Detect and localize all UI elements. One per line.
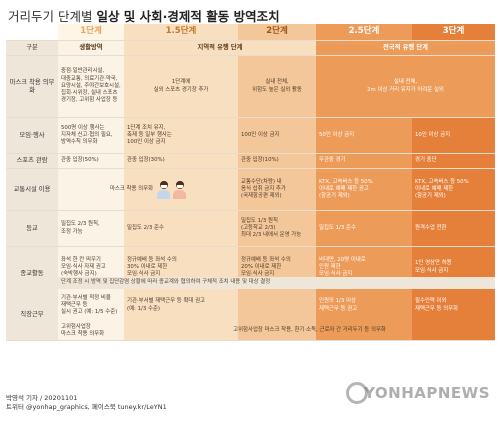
yonhap-logo-icon bbox=[346, 382, 368, 404]
school-level-1: 밀집도 2/3 원칙, 조정 가능 bbox=[58, 211, 124, 246]
sports-level-3: 경기 중단 bbox=[412, 154, 495, 168]
phase-regional: 지역적 유행 단계 bbox=[124, 41, 316, 55]
mask-level-2-5-3: 실내 전체, 2m 이상 거리 유지가 어려운 실외 bbox=[316, 56, 495, 117]
masked-people-illustration bbox=[157, 180, 187, 199]
watermark: YONHAPNEWS bbox=[364, 384, 490, 402]
person-icon bbox=[157, 180, 171, 199]
footer: 박영석 기자 / 20201101 트위터 @yonhap_graphics, … bbox=[6, 394, 167, 413]
transport-mask-mandate: 마스크 착용 의무화 bbox=[109, 185, 154, 192]
work-cells: 기관·부서별 적정 비율 재택근무 등 실시 권고 (예: 1/5 수준) 기관… bbox=[58, 289, 495, 340]
row-label-transport: 교통시설 이용 bbox=[6, 169, 58, 210]
religion-note-row: 단계 조정 시 방역 및 집단감염 상황에 따라 종교계와 협의하여 구체적 조… bbox=[58, 277, 495, 289]
gathering-level-1-5: 1단계 조치 유지, 축제 등 일부 행사는 100인 이상 금지 bbox=[124, 118, 238, 153]
work-highrisk-level-1: 고위험사업장 마스크 착용 의무화 bbox=[58, 322, 124, 340]
level-header-row: 1단계 1.5단계 2단계 2.5단계 3단계 bbox=[6, 24, 495, 41]
row-mask: 마스크 착용 의무화 중점·일반관리시설, 대중교통, 의료기관·약국, 요양시… bbox=[6, 56, 495, 118]
transport-level-2-5: KTX, 고속버스 등 50% 이내로 예매 제한 권고 (항공기 제외) bbox=[316, 169, 412, 210]
row-label-mask: 마스크 착용 의무화 bbox=[6, 56, 58, 117]
school-level-3: 원격수업 전환 bbox=[412, 211, 495, 246]
phase-row: 구분 생활방역 지역적 유행 단계 전국적 유행 단계 bbox=[6, 41, 495, 56]
row-transport: 교통시설 이용 마스크 착용 의무화 교통수단(차량) 내 음식 섭취 금지 추… bbox=[6, 169, 495, 211]
measures-table: 1단계 1.5단계 2단계 2.5단계 3단계 구분 생활방역 지역적 유행 단… bbox=[6, 24, 495, 341]
transport-level-3: KTX, 고속버스 등 50% 이내로 예매 제한 (항공기 제외) bbox=[412, 169, 495, 210]
gathering-level-2: 100인 이상 금지 bbox=[238, 118, 316, 153]
title-light: 거리두기 단계별 bbox=[8, 9, 97, 24]
mask-level-1: 중점·일반관리시설, 대중교통, 의료기관·약국, 요양시설, 주야간보호시설,… bbox=[58, 56, 124, 117]
phase-daily-prevention: 생활방역 bbox=[58, 41, 124, 55]
row-label-sports: 스포츠 관람 bbox=[6, 154, 58, 168]
title-bold: 일상 및 사회·경제적 활동 방역조치 bbox=[96, 9, 280, 24]
mask-level-1-5: 1단계에 실외 스포츠 경기장 추가 bbox=[124, 56, 238, 117]
level-2-5-header: 2.5단계 bbox=[316, 24, 412, 40]
sports-level-1-5: 관중 입장(30%) bbox=[124, 154, 238, 168]
phase-national: 전국적 유행 단계 bbox=[316, 41, 495, 55]
work-level-1-5-2: 기관·부서별 재택근무 등 확대 권고 (예: 1/3 수준) bbox=[124, 289, 316, 322]
school-level-1-5: 밀집도 2/3 준수 bbox=[124, 211, 238, 246]
transport-level-2: 교통수단(차량) 내 음식 섭취 금지 추가 (국제항공편 제외) bbox=[238, 169, 316, 210]
gathering-level-1: 500명 이상 행사는 지자체 신고·협의 필요, 방역수칙 의무화 bbox=[58, 118, 124, 153]
level-1-header: 1단계 bbox=[58, 24, 124, 40]
work-highrisk-level-1-5-3: 고위험사업장 마스크 착용, 환기·소독, 근로자 간 거리두기 등 의무화 bbox=[124, 322, 495, 340]
header-spacer bbox=[6, 24, 58, 40]
mask-level-2: 실내 전체, 위험도 높은 실외 활동 bbox=[238, 56, 316, 117]
work-level-3: 필수인력 이외 재택근무 등 의무화 bbox=[412, 289, 495, 322]
footer-social: 트위터 @yonhap_graphics, 페이스북 tuney.kr/LeYN… bbox=[6, 403, 167, 412]
work-level-2-5: 인원의 1/3 이상 재택근무 등 권고 bbox=[316, 289, 412, 322]
work-level-1: 기관·부서별 적정 비율 재택근무 등 실시 권고 (예: 1/5 수준) bbox=[58, 289, 124, 322]
school-level-2: 밀집도 1/3 원칙 (고등학교 2/3) 최대 2/3 내에서 운영 가능 bbox=[238, 211, 316, 246]
row-school: 등교 밀집도 2/3 원칙, 조정 가능 밀집도 2/3 준수 밀집도 1/3 … bbox=[6, 211, 495, 247]
sports-level-1: 관중 입장(50%) bbox=[58, 154, 124, 168]
sports-level-2: 관중 입장(10%) bbox=[238, 154, 316, 168]
row-label-school: 등교 bbox=[6, 211, 58, 246]
gathering-level-2-5: 50인 이상 금지 bbox=[316, 118, 412, 153]
page-title: 거리두기 단계별 일상 및 사회·경제적 활동 방역조치 bbox=[8, 6, 280, 25]
school-level-2-5: 밀집도 1/3 준수 bbox=[316, 211, 412, 246]
transport-level-1-1-5: 마스크 착용 의무화 bbox=[58, 169, 238, 210]
level-1-5-header: 1.5단계 bbox=[124, 24, 238, 40]
person-icon bbox=[173, 180, 187, 199]
row-work: 직장근무 기관·부서별 적정 비율 재택근무 등 실시 권고 (예: 1/5 수… bbox=[6, 289, 495, 341]
level-2-header: 2단계 bbox=[238, 24, 316, 40]
work-remote-row: 기관·부서별 적정 비율 재택근무 등 실시 권고 (예: 1/5 수준) 기관… bbox=[58, 289, 495, 322]
row-gathering: 모임·행사 500명 이상 행사는 지자체 신고·협의 필요, 방역수칙 의무화… bbox=[6, 118, 495, 154]
row-sports: 스포츠 관람 관중 입장(50%) 관중 입장(30%) 관중 입장(10%) … bbox=[6, 154, 495, 169]
sports-level-2-5: 무관중 경기 bbox=[316, 154, 412, 168]
row-label-gathering: 모임·행사 bbox=[6, 118, 58, 153]
category-header: 구분 bbox=[6, 41, 58, 55]
gathering-level-3: 10인 이상 금지 bbox=[412, 118, 495, 153]
footer-reporter: 박영석 기자 / 20201101 bbox=[6, 394, 78, 402]
row-label-work: 직장근무 bbox=[6, 289, 58, 340]
level-3-header: 3단계 bbox=[412, 24, 495, 40]
religion-note: 단계 조정 시 방역 및 집단감염 상황에 따라 종교계와 협의하여 구체적 조… bbox=[58, 277, 495, 289]
work-highrisk-row: 고위험사업장 마스크 착용 의무화 고위험사업장 마스크 착용, 환기·소독, … bbox=[58, 322, 495, 340]
